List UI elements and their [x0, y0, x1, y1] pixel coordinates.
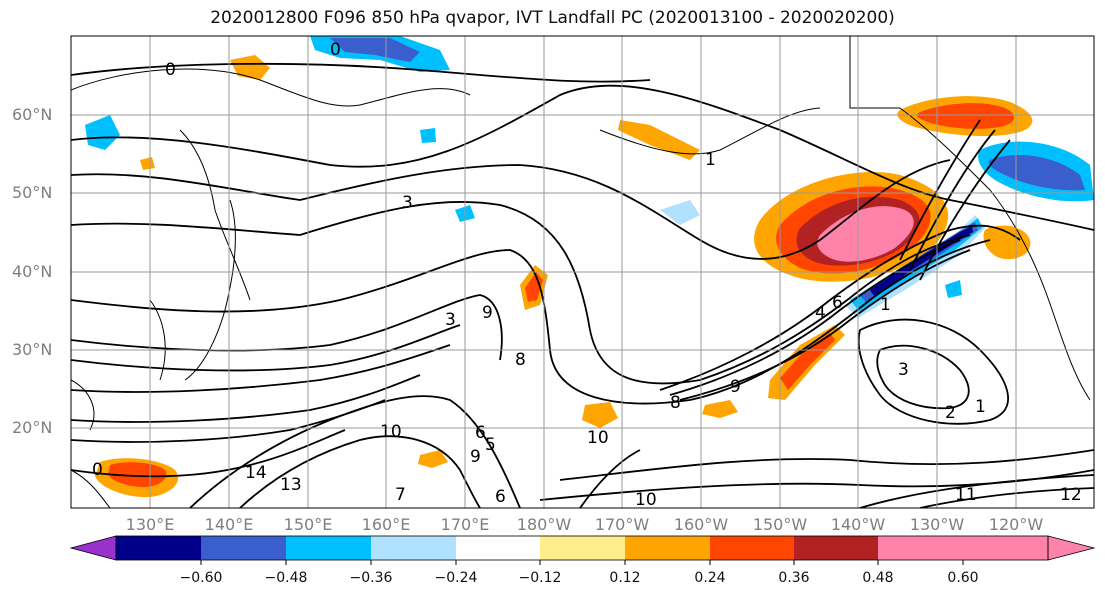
contour-label: 13: [280, 475, 302, 495]
lon-label: 140°W: [830, 515, 886, 534]
contour-label: 3: [445, 310, 456, 330]
lon-label: 120°W: [988, 515, 1044, 534]
colorbar-tick-label: −0.48: [264, 570, 308, 586]
colorbar-segment: [878, 536, 963, 560]
contour-label: 10: [380, 422, 402, 442]
contour-label: 3: [898, 360, 909, 380]
colorbar-segment: [286, 536, 371, 560]
contour-label: 5: [485, 435, 496, 455]
colorbar-tick-label: 0.36: [778, 570, 810, 586]
contour-label: 6: [495, 487, 506, 507]
contour-label: 3: [402, 193, 413, 213]
lon-label: 140°E: [204, 515, 254, 534]
colorbar-tick-label: 0.24: [694, 570, 726, 586]
contour-label: 6: [475, 423, 486, 443]
contour-label: 2: [945, 403, 956, 423]
contour-label: 1: [705, 150, 716, 170]
colorbar-tick-label: −0.60: [179, 570, 223, 586]
lon-label: 170°W: [594, 515, 650, 534]
lon-label: 150°W: [752, 515, 808, 534]
colorbar-min-extension: [69, 535, 117, 561]
colorbar-segment: [371, 536, 456, 560]
colorbar: [69, 535, 1096, 565]
lon-label: 130°E: [125, 515, 175, 534]
colorbar-segment: [963, 536, 1048, 560]
colorbar-tick-label: −0.24: [434, 570, 478, 586]
contour-label: 0: [165, 60, 176, 80]
colorbar-segment: [116, 536, 201, 560]
contour-label: 9: [470, 447, 481, 467]
contour-label: 0: [92, 460, 103, 480]
contour-label: 9: [730, 377, 741, 397]
lat-label: 30°N: [12, 340, 53, 359]
lon-label: 160°E: [361, 515, 411, 534]
contour-label: 9: [482, 303, 493, 323]
contour-label: 1: [880, 295, 891, 315]
lat-label: 60°N: [12, 105, 53, 124]
lat-label: 40°N: [12, 262, 53, 281]
colorbar-segment: [794, 536, 878, 560]
colorbar-segment: [201, 536, 286, 560]
colorbar-segment: [540, 536, 625, 560]
contour-label: 14: [245, 463, 267, 483]
map-panel: 0 0 1 3 3 4 5 6 6 8 8 9 9 10 10 10 11 12…: [71, 36, 1094, 510]
contour-label: 8: [670, 393, 681, 413]
lon-label: 160°W: [673, 515, 729, 534]
colorbar-tick-label: −0.36: [349, 570, 393, 586]
contour-label: 6: [832, 293, 843, 313]
contour-label: 10: [635, 490, 657, 510]
contour-label: 4: [815, 303, 826, 323]
lon-label: 130°W: [909, 515, 965, 534]
colorbar-tick-label: −0.12: [518, 570, 562, 586]
colorbar-tick-label: 0.12: [609, 570, 641, 586]
contour-label: 11: [955, 485, 977, 505]
colorbar-segment: [710, 536, 794, 560]
contour-label: 1: [975, 397, 986, 417]
contour-label: 8: [515, 350, 526, 370]
map-frame: [70, 35, 1095, 509]
colorbar-tick-label: 0.60: [947, 570, 979, 586]
lat-label: 50°N: [12, 183, 53, 202]
contour-label: 12: [1060, 485, 1082, 505]
map-title: 2020012800 F096 850 hPa qvapor, IVT Land…: [210, 8, 895, 28]
lon-label: 180°W: [516, 515, 572, 534]
contour-label: 10: [587, 428, 609, 448]
colorbar-tick-label: 0.48: [862, 570, 894, 586]
contour-label: 7: [395, 485, 406, 505]
contour-label: 0: [330, 40, 341, 60]
colorbar-segment: [456, 536, 540, 560]
lon-label: 150°E: [283, 515, 333, 534]
colorbar-max-extension: [1047, 535, 1096, 561]
lon-label: 170°E: [440, 515, 490, 534]
contour-labels: 0 0 1 3 3 4 5 6 6 8 8 9 9 10 10 10 11 12…: [92, 40, 1082, 510]
graticule: [71, 36, 1094, 508]
lat-label: 20°N: [12, 418, 53, 437]
colorbar-segment: [625, 536, 710, 560]
